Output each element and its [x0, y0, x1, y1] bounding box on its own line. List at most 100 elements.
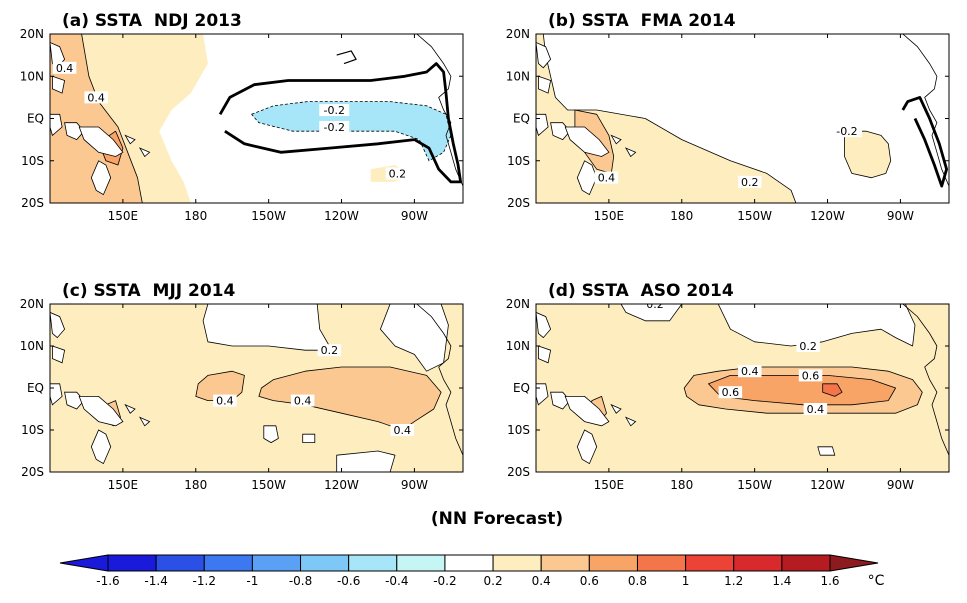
y-tick-label: EQ	[513, 381, 530, 395]
land-outline	[90, 160, 112, 196]
contour-label-bg	[718, 386, 743, 399]
colorbar-arrow-right	[829, 554, 879, 572]
colorbar-arrow-left	[59, 554, 109, 572]
y-tick-label: 10N	[506, 339, 530, 353]
land-outline	[138, 416, 151, 427]
colorbar-label: 1	[682, 574, 690, 588]
land-outline	[536, 42, 552, 69]
land-outline	[538, 75, 552, 94]
colorbar-swatch	[107, 554, 157, 572]
x-tick-label: 150W	[737, 209, 772, 223]
contour-label: 0.4	[394, 424, 412, 437]
y-tick-label: 10N	[20, 69, 44, 83]
contour-line	[901, 96, 948, 188]
contour-label: 0.6	[802, 369, 820, 382]
land-outline	[564, 126, 610, 157]
panel-title: (a) SSTA NDJ 2013	[62, 11, 242, 31]
contour-label: 0.2	[646, 298, 664, 311]
colorbar-swatch	[300, 554, 350, 572]
colorbar-swatch	[155, 554, 205, 572]
contour-label: 0.4	[216, 395, 234, 408]
contour-line	[336, 50, 357, 65]
y-tick-label: 20S	[507, 196, 530, 210]
land-outline	[536, 311, 552, 339]
y-tick-label: 10S	[21, 154, 44, 168]
land-outline	[124, 134, 136, 145]
colorbar-label: -0.6	[337, 574, 360, 588]
colorbar-unit: °C	[868, 573, 885, 589]
land-outline	[50, 311, 66, 339]
contour-label-bg	[84, 91, 108, 104]
x-tick-label: 150E	[108, 209, 139, 223]
contour-label: 0.2	[741, 176, 759, 189]
colorbar-label: 1.4	[772, 574, 791, 588]
contour-label: 0.2	[321, 344, 339, 357]
contour-label: 0.4	[87, 91, 105, 104]
x-tick-label: 90W	[887, 209, 914, 223]
y-tick-label: 20S	[21, 465, 44, 479]
colorbar-swatch	[781, 554, 831, 572]
x-tick-label: 180	[670, 478, 693, 492]
contour-label-bg	[831, 125, 862, 138]
coastline	[416, 304, 463, 456]
contour-label-bg	[319, 104, 350, 117]
contour-label: 0.4	[807, 403, 825, 416]
colorbar-swatch	[444, 554, 494, 572]
land-outline	[576, 429, 598, 465]
contour-label-bg	[803, 403, 828, 415]
colorbar-label: 0.4	[532, 574, 551, 588]
contour-label: -0.2	[836, 125, 857, 138]
colorbar-swatch	[733, 554, 783, 572]
y-tick-label: 20N	[506, 27, 530, 41]
x-tick-label: 150W	[737, 478, 772, 492]
y-tick-label: EQ	[27, 112, 44, 126]
x-tick-label: 150E	[594, 209, 625, 223]
anomaly-region	[708, 374, 896, 406]
contour-label: -0.2	[324, 121, 345, 134]
panel-b: -0.2 0.4 0.2 (b) SSTA FMA 2014 150E 180 150W 12…	[506, 11, 950, 223]
anomaly-region	[195, 370, 245, 402]
colorbar-label: -0.2	[433, 574, 456, 588]
x-tick-label: 120W	[810, 209, 845, 223]
panel-title: (b) SSTA FMA 2014	[548, 11, 736, 31]
x-tick-label: 120W	[810, 478, 845, 492]
colorbar-swatch	[540, 554, 590, 572]
panel-c: 0.2 0.4 0.4 0.4 (c) SSTA MJJ 2014 150E 180 150W…	[20, 281, 464, 492]
x-tick-label: 180	[184, 209, 207, 223]
y-tick-label: EQ	[513, 112, 530, 126]
x-tick-label: 150W	[251, 209, 286, 223]
contour-label-bg	[390, 424, 415, 436]
anomaly-region	[302, 433, 316, 444]
land-outline	[624, 416, 637, 427]
contour-label-bg	[213, 394, 237, 407]
land-outline	[564, 395, 610, 427]
colorbar-swatch	[685, 554, 735, 572]
panel-a: 0.4 0.4 -0.2 -0.2 0.2 (a) SSTA NDJ 2013 150E 18…	[20, 11, 464, 223]
contour-label: 0.6	[722, 386, 740, 399]
land-outline	[610, 403, 622, 414]
contour-label-bg	[738, 365, 762, 378]
colorbar-label: -0.4	[385, 574, 408, 588]
y-tick-label: 10S	[507, 154, 530, 168]
land-outline	[50, 113, 63, 137]
y-tick-label: 20S	[507, 465, 530, 479]
contour-label: 0.4	[598, 172, 616, 185]
anomaly-region	[336, 450, 396, 472]
contour-label: -0.2	[324, 104, 345, 117]
colorbar-swatch	[203, 554, 253, 572]
land-outline	[536, 383, 549, 406]
y-tick-label: 20N	[20, 27, 44, 41]
x-tick-label: 150E	[594, 478, 625, 492]
land-outline	[624, 147, 637, 158]
x-tick-label: 150E	[108, 478, 139, 492]
x-tick-label: 150W	[251, 478, 286, 492]
colorbar: -1.6 -1.4 -1.2 -1 -0.8 -0.6 -0.4 -0.2 0.2 0.4 0.6 0…	[59, 554, 885, 589]
colorbar-label: -1.4	[144, 574, 167, 588]
anomaly-region	[263, 425, 279, 444]
colorbar-label: 0.2	[484, 574, 503, 588]
y-tick-label: 10S	[507, 423, 530, 437]
y-tick-label: 20N	[506, 297, 530, 311]
y-tick-label: 10S	[21, 423, 44, 437]
